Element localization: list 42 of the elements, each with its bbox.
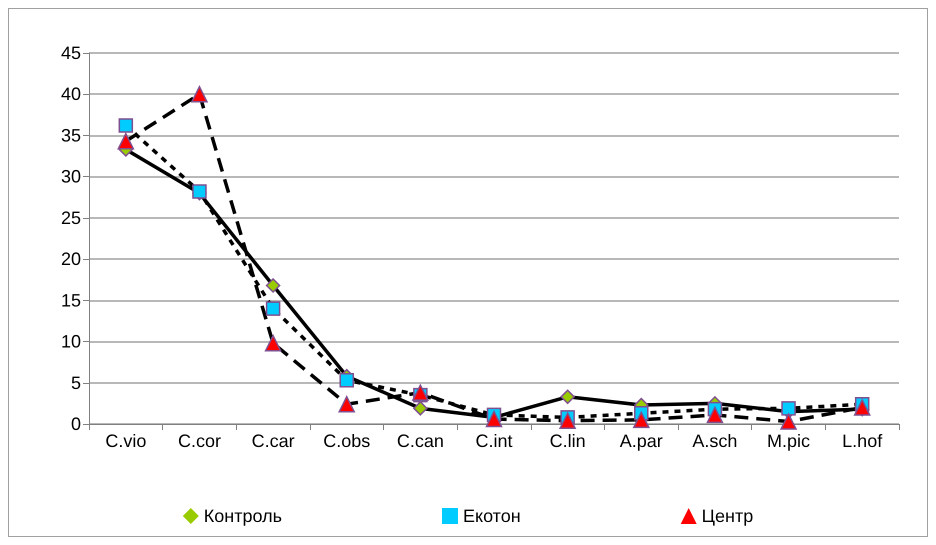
- y-tick-label: 10: [60, 332, 81, 352]
- x-tick-label: C.can: [396, 431, 444, 451]
- y-tick-label: 40: [60, 84, 81, 104]
- y-tick-label: 0: [70, 414, 81, 434]
- x-tick-label: A.par: [620, 431, 663, 451]
- point: [338, 396, 355, 412]
- point: [118, 132, 134, 150]
- point: [780, 413, 797, 430]
- point: [266, 278, 280, 293]
- point: [854, 399, 870, 416]
- legend-label: Екотон: [462, 506, 521, 526]
- x-tick-label: A.sch: [692, 431, 738, 451]
- x-tick-label: C.lin: [550, 431, 586, 451]
- point: [118, 118, 134, 133]
- x-tick-label: L.hof: [842, 431, 884, 451]
- legend-label: Центр: [702, 506, 754, 526]
- point: [559, 412, 576, 429]
- point: [413, 401, 428, 416]
- x-tick-label: C.cor: [178, 431, 221, 451]
- y-tick-label: 25: [60, 208, 81, 228]
- point: [191, 86, 208, 102]
- x-tick-label: C.car: [252, 431, 295, 451]
- point: [706, 406, 724, 424]
- x-tick-label: C.vio: [105, 431, 146, 451]
- point: [264, 334, 282, 352]
- y-tick-label: 30: [60, 166, 81, 187]
- point: [412, 384, 429, 401]
- point: [781, 401, 796, 416]
- legend-label: Контроль: [204, 506, 282, 526]
- y-tick-label: 15: [60, 290, 81, 310]
- y-tick-label: 20: [60, 249, 81, 270]
- y-tick-label: 35: [60, 125, 81, 146]
- x-tick-label: C.obs: [323, 431, 370, 451]
- point: [633, 412, 650, 428]
- point: [486, 410, 502, 428]
- x-tick-label: C.int: [475, 431, 513, 451]
- y-tick-label: 5: [70, 372, 81, 393]
- point: [266, 301, 280, 316]
- point: [560, 390, 575, 404]
- y-tick-label: 45: [60, 43, 81, 63]
- point: [339, 373, 354, 388]
- x-tick-label: M.pic: [767, 431, 810, 451]
